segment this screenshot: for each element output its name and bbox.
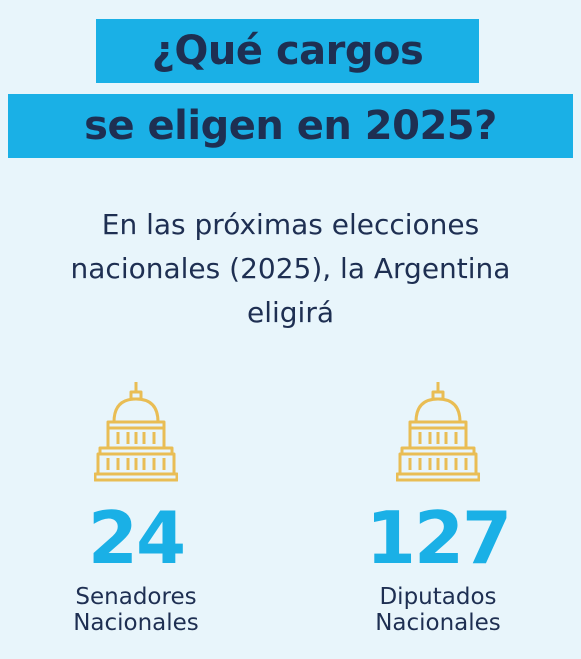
stat-diputados: 127 Diputados Nacionales: [328, 380, 548, 636]
title-line-1: ¿Qué cargos: [96, 19, 479, 83]
stat-senadores: 24 Senadores Nacionales: [26, 380, 246, 636]
title-line-2: se eligen en 2025?: [8, 94, 573, 158]
diputados-count: 127: [365, 496, 512, 580]
diputados-label-line-2: Nacionales: [375, 610, 501, 636]
capitol-icon: [396, 382, 480, 482]
senadores-count: 24: [87, 496, 186, 580]
capitol-icon: [94, 382, 178, 482]
subtitle-line-3: eligirá: [246, 296, 334, 329]
senadores-label-line-1: Senadores: [75, 584, 197, 610]
senadores-label-line-2: Nacionales: [73, 610, 199, 636]
subtitle-line-2: nacionales (2025), la Argentina: [70, 252, 511, 285]
diputados-label-line-1: Diputados: [379, 584, 497, 610]
subtitle-line-1: En las próximas elecciones: [101, 208, 480, 241]
subtitle: En las próximas elecciones nacionales (2…: [0, 203, 581, 335]
